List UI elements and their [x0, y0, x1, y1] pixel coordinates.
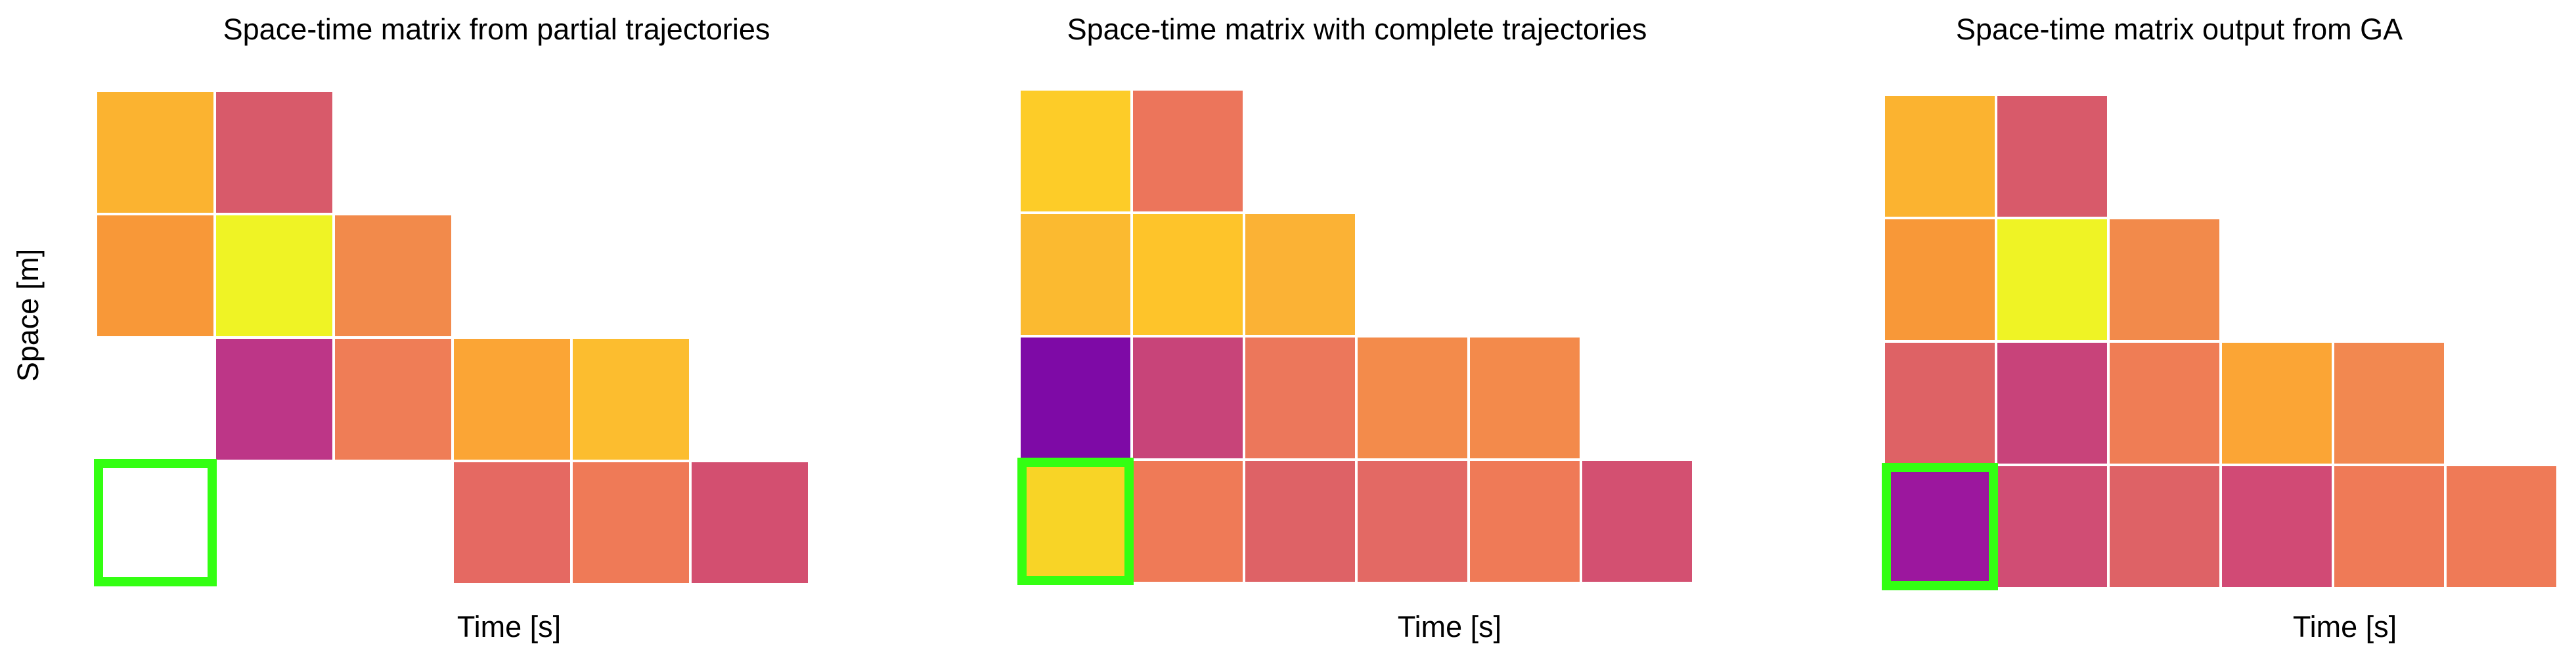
heatmap-cell-r3-c5 — [1580, 458, 1695, 584]
heatmap-cell-r2-c4 — [2332, 340, 2447, 466]
panel-ga-output: Space-time matrix output from GA Time [s… — [1882, 12, 2559, 643]
heatmap-cell-r3-c2 — [1243, 458, 1358, 584]
y-axis-label: Space [m] — [11, 249, 45, 382]
heatmap-cell-r2-c4 — [1467, 335, 1582, 461]
heatmap-cell-r2-c1 — [1995, 340, 2110, 466]
heatmap-cell-r2-c0 — [1018, 335, 1133, 461]
heatmap-cell-r1-c2 — [2107, 217, 2222, 343]
heatmap-cell-r1-c1 — [1130, 211, 1245, 338]
highlight-layer — [1882, 463, 1998, 590]
x-axis-label: Time [s] — [1398, 610, 1501, 643]
heatmap-cell-r2-c4 — [570, 336, 692, 462]
heatmap-cell-r3-c3 — [1355, 458, 1470, 584]
heatmap-cell-r3-c4 — [570, 460, 692, 586]
heatmap-cell-r3-c4 — [1467, 458, 1582, 584]
heatmap-cell-r3-c4 — [2332, 464, 2447, 590]
heatmap-cell-r2-c1 — [1130, 335, 1245, 461]
highlight-cell-outline — [1017, 458, 1134, 585]
highlight-layer — [1017, 458, 1134, 585]
panel-partial-trajectories: Space-time matrix from partial trajector… — [11, 12, 811, 643]
x-axis-label: Time [s] — [2293, 610, 2397, 643]
heatmap-cell-r1-c0 — [1882, 217, 1997, 343]
heatmap-cell-r0-c1 — [1995, 93, 2110, 219]
heatmap-cell-r3-c3 — [451, 460, 573, 586]
heatmap-cell-r2-c3 — [2219, 340, 2334, 466]
heatmap-cells — [95, 89, 811, 586]
heatmap-cell-r2-c2 — [1243, 335, 1358, 461]
highlight-layer — [94, 459, 217, 586]
heatmap-cell-r1-c2 — [1243, 211, 1358, 338]
heatmap-cell-r2-c3 — [451, 336, 573, 462]
heatmap-cell-r3-c0 — [1882, 464, 1997, 590]
heatmap-cell-r2-c1 — [213, 336, 335, 462]
panel-complete-trajectories: Space-time matrix with complete trajecto… — [1017, 12, 1695, 643]
heatmap-cell-r0-c1 — [1130, 88, 1245, 214]
heatmap-cell-r3-c1 — [1130, 458, 1245, 584]
heatmap-cell-r2-c2 — [2107, 340, 2222, 466]
panel-title: Space-time matrix output from GA — [1956, 12, 2403, 46]
panel-title: Space-time matrix from partial trajector… — [223, 12, 770, 46]
x-axis-label: Time [s] — [457, 610, 561, 643]
heatmap-cell-r1-c0 — [95, 213, 216, 339]
heatmap-cell-r3-c0 — [1018, 458, 1133, 584]
heatmap-cell-r2-c3 — [1355, 335, 1470, 461]
heatmap-cell-r3-c2 — [2107, 464, 2222, 590]
heatmap-cell-r0-c1 — [213, 89, 335, 215]
heatmap-cell-r2-c2 — [332, 336, 454, 462]
heatmap-cell-r1-c1 — [213, 213, 335, 339]
heatmap-cell-r1-c1 — [1995, 217, 2110, 343]
heatmap-cell-r3-c3 — [2219, 464, 2334, 590]
heatmap-cells — [1018, 88, 1695, 584]
heatmap-cell-r0-c0 — [1018, 88, 1133, 214]
heatmap-cell-r3-c5 — [2444, 464, 2559, 590]
heatmap-cell-r3-c5 — [689, 460, 811, 586]
heatmap-cell-r2-c0 — [1882, 340, 1997, 466]
heatmap-cells — [1882, 93, 2559, 590]
heatmap-cell-r3-c1 — [1995, 464, 2110, 590]
highlight-cell-outline — [1882, 463, 1998, 590]
heatmap-cell-r0-c0 — [95, 89, 216, 215]
heatmap-cell-r1-c2 — [332, 213, 454, 339]
heatmap-cell-r1-c0 — [1018, 211, 1133, 338]
heatmap-cell-r0-c0 — [1882, 93, 1997, 219]
highlight-cell-outline — [94, 459, 217, 586]
panel-title: Space-time matrix with complete trajecto… — [1067, 12, 1647, 46]
